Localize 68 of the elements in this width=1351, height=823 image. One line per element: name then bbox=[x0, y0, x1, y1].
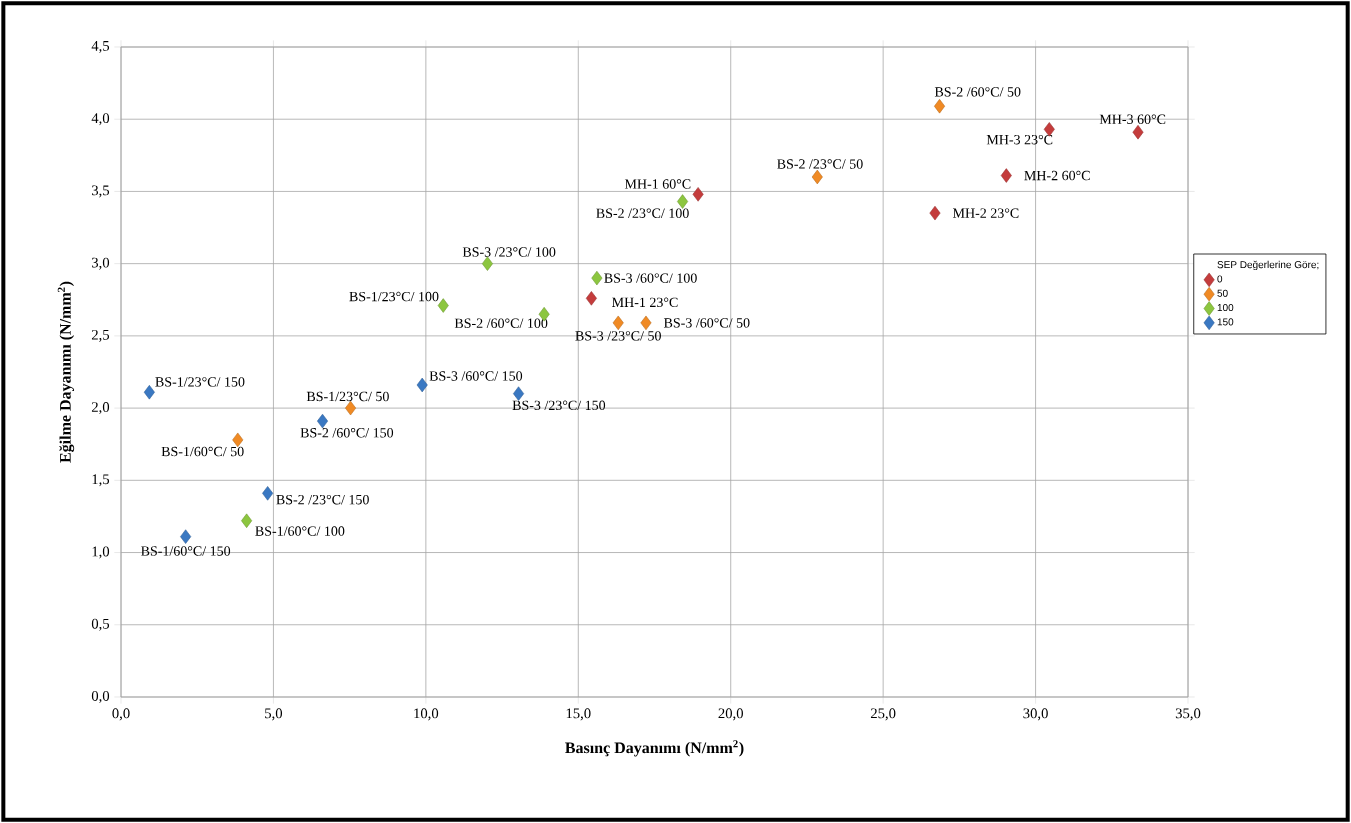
annotation: BS-3 /60°C/ 150 bbox=[429, 371, 523, 381]
point bbox=[513, 386, 525, 401]
annotation: BS-1/23°C/ 150 bbox=[155, 377, 245, 387]
point bbox=[929, 205, 941, 221]
annotation: BS-1/60°C/ 50 bbox=[161, 446, 244, 457]
x-tick-label: 35,0 bbox=[1175, 708, 1201, 721]
point bbox=[143, 385, 155, 400]
annotation: BS-1/23°C/ 100 bbox=[349, 291, 439, 302]
annotation: BS-1/60°C/ 150 bbox=[141, 546, 231, 556]
point bbox=[180, 529, 192, 544]
annotation: MH-2 60°C bbox=[1024, 170, 1090, 181]
legend-title: SEP Değerlerine Göre; bbox=[1217, 260, 1319, 271]
x-tick-label: 25,0 bbox=[870, 708, 896, 721]
annotation: BS-2 /60°C/ 50 bbox=[934, 87, 1021, 97]
x-tick-label: 20,0 bbox=[718, 708, 743, 721]
point bbox=[1132, 125, 1144, 140]
annotation: MH-1 23°C bbox=[612, 297, 678, 308]
annotation: MH-3 60°C bbox=[1099, 114, 1166, 124]
point bbox=[416, 377, 428, 393]
y-tick-label: 0,5 bbox=[91, 618, 110, 631]
point bbox=[481, 256, 493, 271]
annotation: BS-2 /23°C/ 100 bbox=[596, 208, 689, 218]
annotation: BS-3 /23°C/ 100 bbox=[462, 247, 556, 257]
x-axis-title: Basınç Dayanımı (N/mm$^{2}$) bbox=[565, 740, 744, 757]
annotation: BS-1/60°C/ 100 bbox=[255, 526, 345, 536]
point bbox=[692, 187, 704, 202]
y-tick-label: 3,0 bbox=[92, 257, 110, 270]
y-tick-label: 4,0 bbox=[91, 113, 110, 126]
annotation: BS-2 /60°C/ 100 bbox=[454, 318, 548, 328]
legend-label: 100 bbox=[1217, 304, 1234, 312]
point bbox=[241, 513, 253, 528]
point bbox=[811, 169, 823, 185]
annotation: BS-2 /23°C/ 50 bbox=[777, 159, 863, 169]
annotation: BS-3 /60°C/ 50 bbox=[663, 318, 750, 328]
y-axis-title: Eğilme Dayanımı (N/mm$^{2}$) bbox=[57, 281, 75, 463]
x-tick-label: 0,0 bbox=[112, 708, 130, 721]
point bbox=[585, 291, 597, 306]
y-tick-label: 0,0 bbox=[91, 690, 110, 703]
y-tick-label: 2,0 bbox=[91, 402, 110, 415]
x-tick-label: 30,0 bbox=[1023, 708, 1048, 721]
point bbox=[640, 315, 652, 331]
legend-label: 150 bbox=[1217, 318, 1234, 326]
y-tick-label: 4,5 bbox=[91, 41, 110, 53]
point bbox=[934, 99, 946, 114]
annotation: BS-3 /60°C/ 100 bbox=[604, 273, 697, 283]
point bbox=[677, 194, 689, 209]
y-tick-label: 2,5 bbox=[91, 329, 110, 342]
y-tick-label: 1,5 bbox=[92, 474, 110, 487]
y-tick-label: 1,0 bbox=[92, 546, 110, 559]
point bbox=[1000, 168, 1012, 183]
x-tick-label: 5,0 bbox=[265, 708, 283, 721]
annotation: MH-1 60°C bbox=[624, 179, 691, 189]
legend-label: 50 bbox=[1217, 289, 1228, 297]
point bbox=[437, 298, 449, 313]
y-tick-label: 3,5 bbox=[92, 185, 110, 198]
annotation: BS-3 /23°C/ 150 bbox=[512, 400, 606, 411]
point bbox=[591, 270, 603, 286]
x-tick-label: 10,0 bbox=[414, 708, 439, 721]
legend-label: 0 bbox=[1217, 275, 1223, 283]
annotation: MH-3 23°C bbox=[986, 134, 1053, 145]
x-tick-label: 15,0 bbox=[566, 708, 591, 721]
annotation: BS-1/23°C/ 50 bbox=[306, 391, 389, 402]
annotation: MH-2 23°C bbox=[952, 208, 1019, 218]
annotation: BS-3 /23°C/ 50 bbox=[575, 331, 661, 341]
point bbox=[612, 315, 624, 331]
annotation: BS-2 /23°C/ 150 bbox=[276, 494, 369, 505]
annotation: BS-2 /60°C/ 150 bbox=[300, 428, 394, 438]
point bbox=[262, 486, 274, 501]
